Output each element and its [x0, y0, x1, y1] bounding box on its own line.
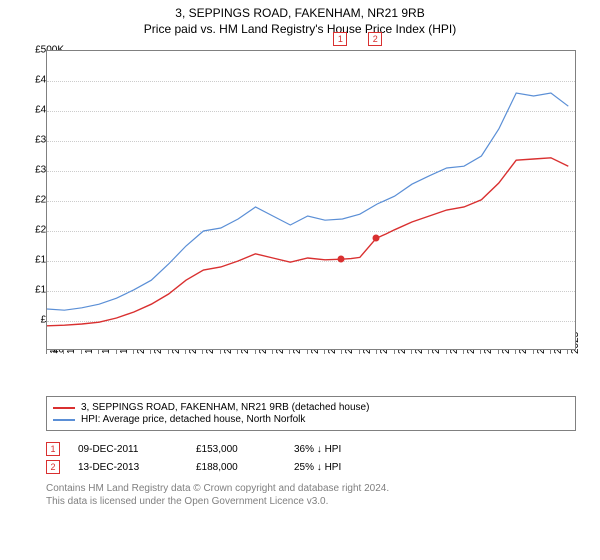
event-row-marker: 1	[46, 442, 60, 456]
chart-subtitle: Price paid vs. HM Land Registry's House …	[0, 20, 600, 36]
event-date: 13-DEC-2013	[78, 462, 178, 473]
footer-attribution: Contains HM Land Registry data © Crown c…	[46, 482, 389, 508]
event-marker: 2	[368, 32, 382, 46]
event-dot	[373, 235, 380, 242]
event-pct: 25% ↓ HPI	[294, 462, 374, 473]
event-row: 1 09-DEC-2011 £153,000 36% ↓ HPI	[46, 442, 374, 456]
legend-label: HPI: Average price, detached house, Nort…	[81, 414, 305, 425]
legend-label: 3, SEPPINGS ROAD, FAKENHAM, NR21 9RB (de…	[81, 402, 369, 413]
legend-swatch	[53, 419, 75, 421]
footer-line: This data is licensed under the Open Gov…	[46, 495, 389, 508]
series-property	[47, 158, 568, 326]
event-row-marker: 2	[46, 460, 60, 474]
line-chart-svg	[47, 51, 577, 351]
event-marker: 1	[333, 32, 347, 46]
event-pct: 36% ↓ HPI	[294, 444, 374, 455]
plot-area	[46, 50, 576, 350]
event-price: £188,000	[196, 462, 276, 473]
chart-title: 3, SEPPINGS ROAD, FAKENHAM, NR21 9RB	[0, 0, 600, 20]
legend: 3, SEPPINGS ROAD, FAKENHAM, NR21 9RB (de…	[46, 396, 576, 431]
footer-line: Contains HM Land Registry data © Crown c…	[46, 482, 389, 495]
legend-item: HPI: Average price, detached house, Nort…	[53, 414, 569, 425]
legend-swatch	[53, 407, 75, 409]
event-table: 1 09-DEC-2011 £153,000 36% ↓ HPI 2 13-DEC-201…	[46, 438, 374, 478]
event-price: £153,000	[196, 444, 276, 455]
series-hpi	[47, 93, 568, 310]
event-row: 2 13-DEC-2013 £188,000 25% ↓ HPI	[46, 460, 374, 474]
event-date: 09-DEC-2011	[78, 444, 178, 455]
event-dot	[338, 256, 345, 263]
chart-container: 3, SEPPINGS ROAD, FAKENHAM, NR21 9RB Pri…	[0, 0, 600, 560]
legend-item: 3, SEPPINGS ROAD, FAKENHAM, NR21 9RB (de…	[53, 402, 569, 413]
